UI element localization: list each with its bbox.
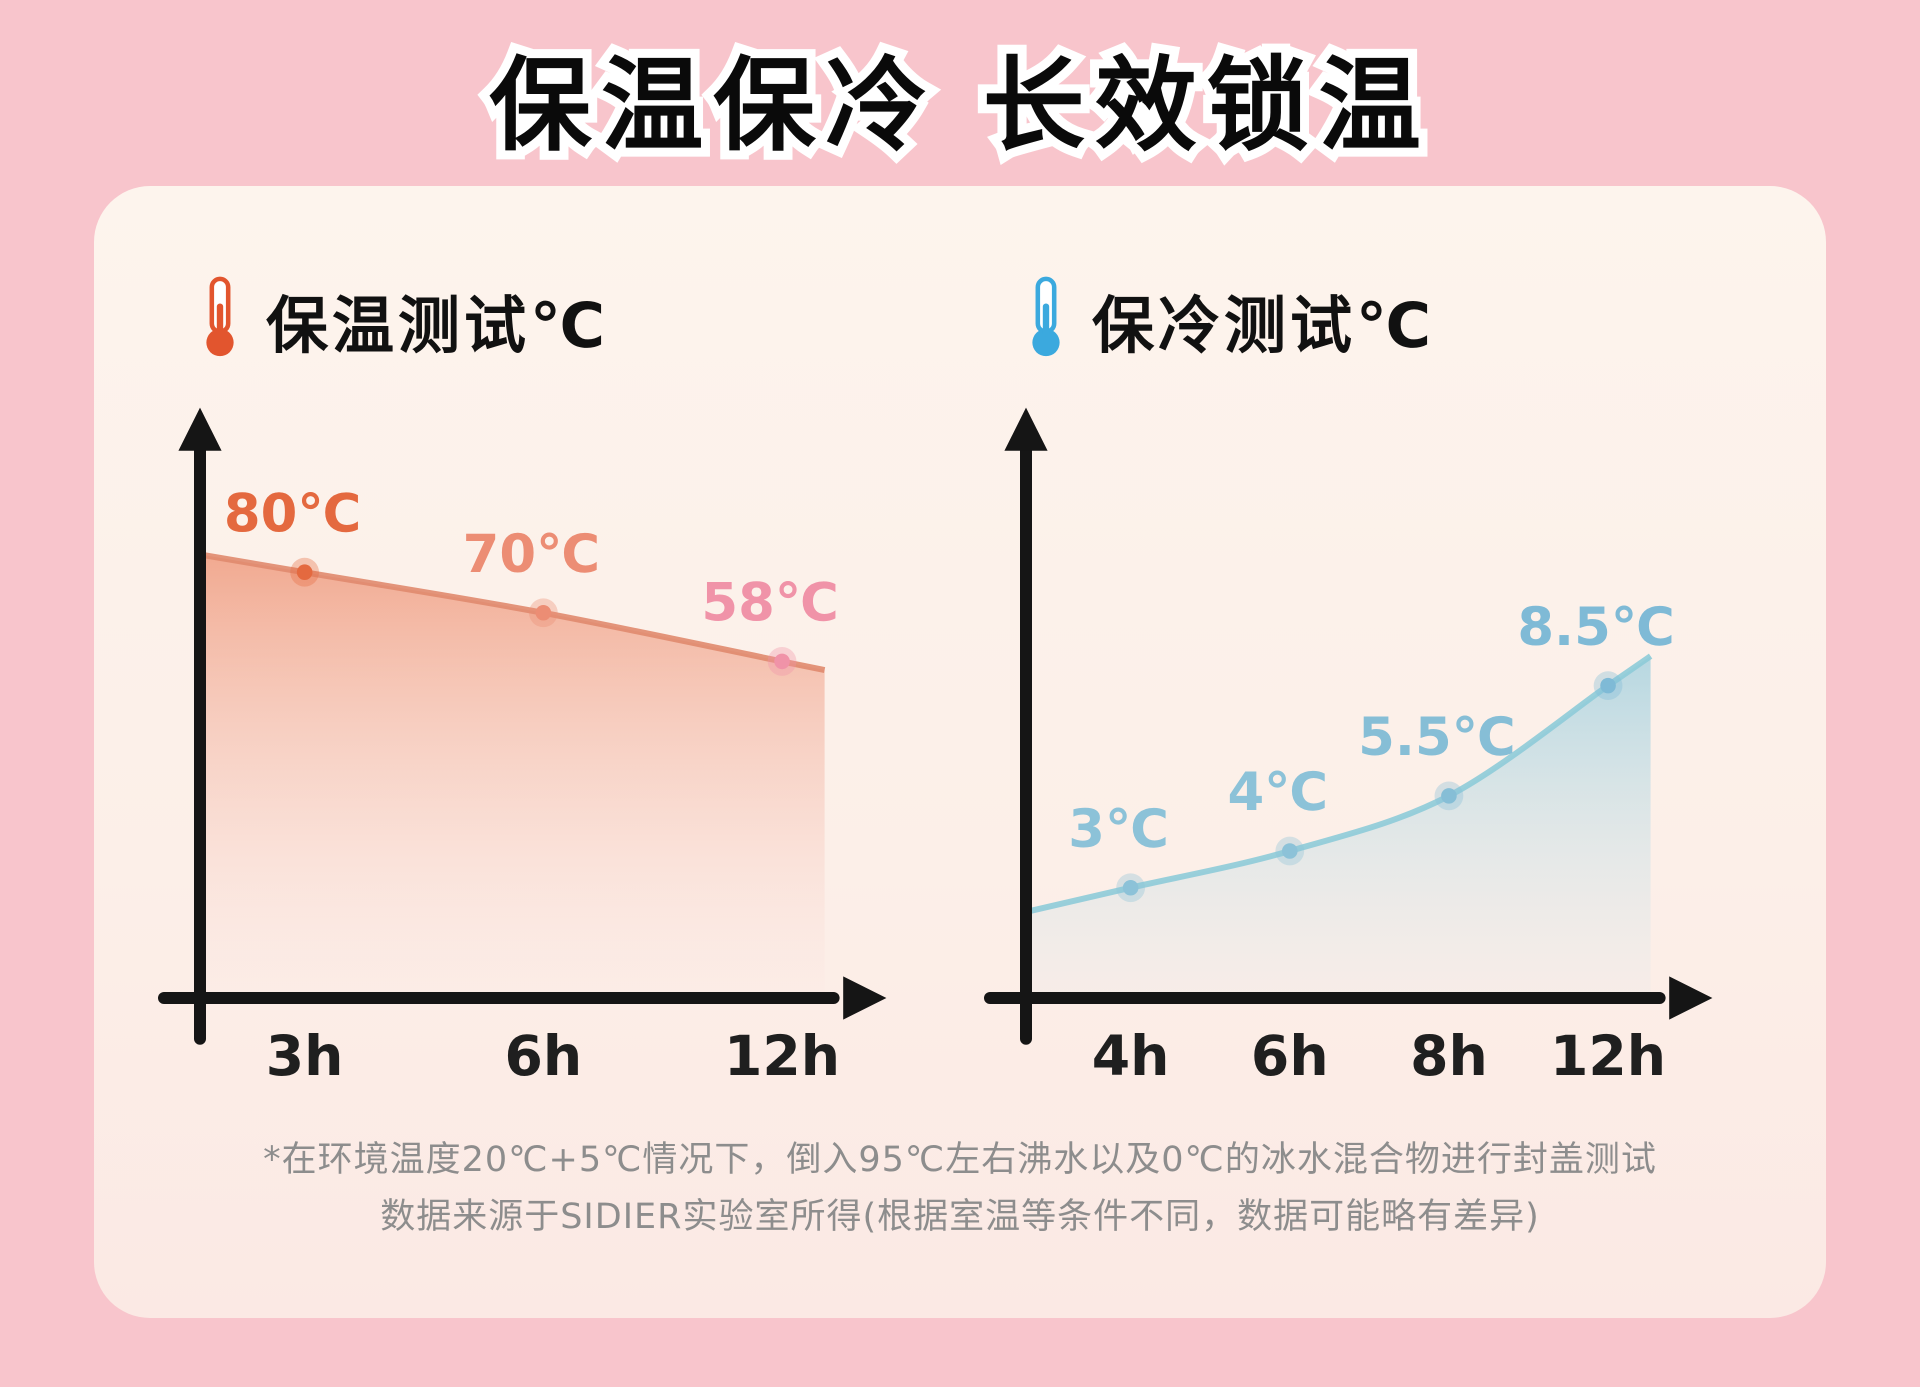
- data-point: [774, 653, 790, 670]
- footnotes: *在环境温度20℃+5℃情况下，倒入95℃左右沸水以及0℃的冰水混合物进行封盖测…: [152, 1132, 1768, 1245]
- x-tick-label: 8h: [1410, 1025, 1488, 1089]
- point-label: 3℃: [1068, 799, 1169, 860]
- data-point: [1600, 677, 1616, 694]
- cold-chart-title: 保冷测试℃: [1092, 289, 1436, 362]
- point-label: 58℃: [701, 573, 838, 634]
- point-label: 80℃: [224, 483, 361, 544]
- data-point: [296, 564, 313, 581]
- series-area: [1026, 656, 1651, 998]
- point-label: 5.5℃: [1358, 707, 1515, 768]
- point-label: 8.5℃: [1517, 597, 1674, 658]
- y-axis-arrow-icon: [1004, 407, 1048, 451]
- footnote-line-2: 数据来源于SIDIER实验室所得(根据室温等条件不同，数据可能略有差异): [380, 1196, 1540, 1237]
- x-tick-label: 4h: [1092, 1025, 1170, 1089]
- charts-row: 保温测试℃ 80℃ 70℃ 58℃ 3h 6h 12h 保冷测试℃ 3℃ 4℃ 5.5℃ 8.: [152, 272, 1768, 1118]
- page-title: 保温保冷 长效锁温 保温保冷 长效锁温: [0, 0, 1920, 175]
- hot-chart-section: 保温测试℃ 80℃ 70℃ 58℃ 3h 6h 12h: [152, 272, 942, 1118]
- series-area: [200, 554, 825, 998]
- x-tick-label: 12h: [724, 1025, 840, 1089]
- hot-chart-header: 保温测试℃: [200, 272, 942, 368]
- data-point: [1281, 843, 1298, 859]
- page-background: 保温保冷 长效锁温 保温保冷 长效锁温 保温测试℃ 80℃ 70℃ 58℃ 3h 6h 1…: [0, 0, 1920, 1318]
- y-axis-arrow-icon: [178, 407, 222, 451]
- hot-chart-title: 保温测试℃: [266, 289, 610, 362]
- x-tick-label: 6h: [504, 1025, 582, 1089]
- point-label: 70℃: [463, 524, 600, 585]
- x-axis-arrow-icon: [1669, 976, 1713, 1020]
- data-point: [535, 604, 552, 621]
- x-tick-label: 12h: [1550, 1025, 1666, 1089]
- cold-thermometer-icon: [1026, 274, 1066, 366]
- x-tick-label: 6h: [1251, 1025, 1329, 1089]
- data-point: [1122, 879, 1139, 896]
- x-axis-arrow-icon: [843, 976, 887, 1020]
- point-label: 4℃: [1227, 762, 1328, 823]
- x-tick-label: 3h: [266, 1025, 344, 1089]
- hot-thermometer-icon: [200, 274, 240, 366]
- cold-chart-plot: 3℃ 4℃ 5.5℃8.5℃ 4h 6h 8h 12h: [984, 407, 1713, 1089]
- footnote-line-1: *在环境温度20℃+5℃情况下，倒入95℃左右沸水以及0℃的冰水混合物进行封盖测…: [263, 1140, 1657, 1180]
- page-title-text: 保温保冷 长效锁温: [489, 47, 1431, 166]
- data-point: [1441, 788, 1457, 804]
- hot-chart-plot: 80℃ 70℃ 58℃ 3h 6h 12h: [158, 407, 887, 1089]
- chart-card: 保温测试℃ 80℃ 70℃ 58℃ 3h 6h 12h 保冷测试℃ 3℃ 4℃ 5.5℃ 8.: [94, 186, 1826, 1318]
- cold-chart-header: 保冷测试℃: [1026, 272, 1768, 368]
- page-title-outline: 保温保冷 长效锁温: [480, 38, 1431, 175]
- cold-chart-section: 保冷测试℃ 3℃ 4℃ 5.5℃ 8.5℃ 4h 6h 8h 12h: [978, 272, 1768, 1118]
